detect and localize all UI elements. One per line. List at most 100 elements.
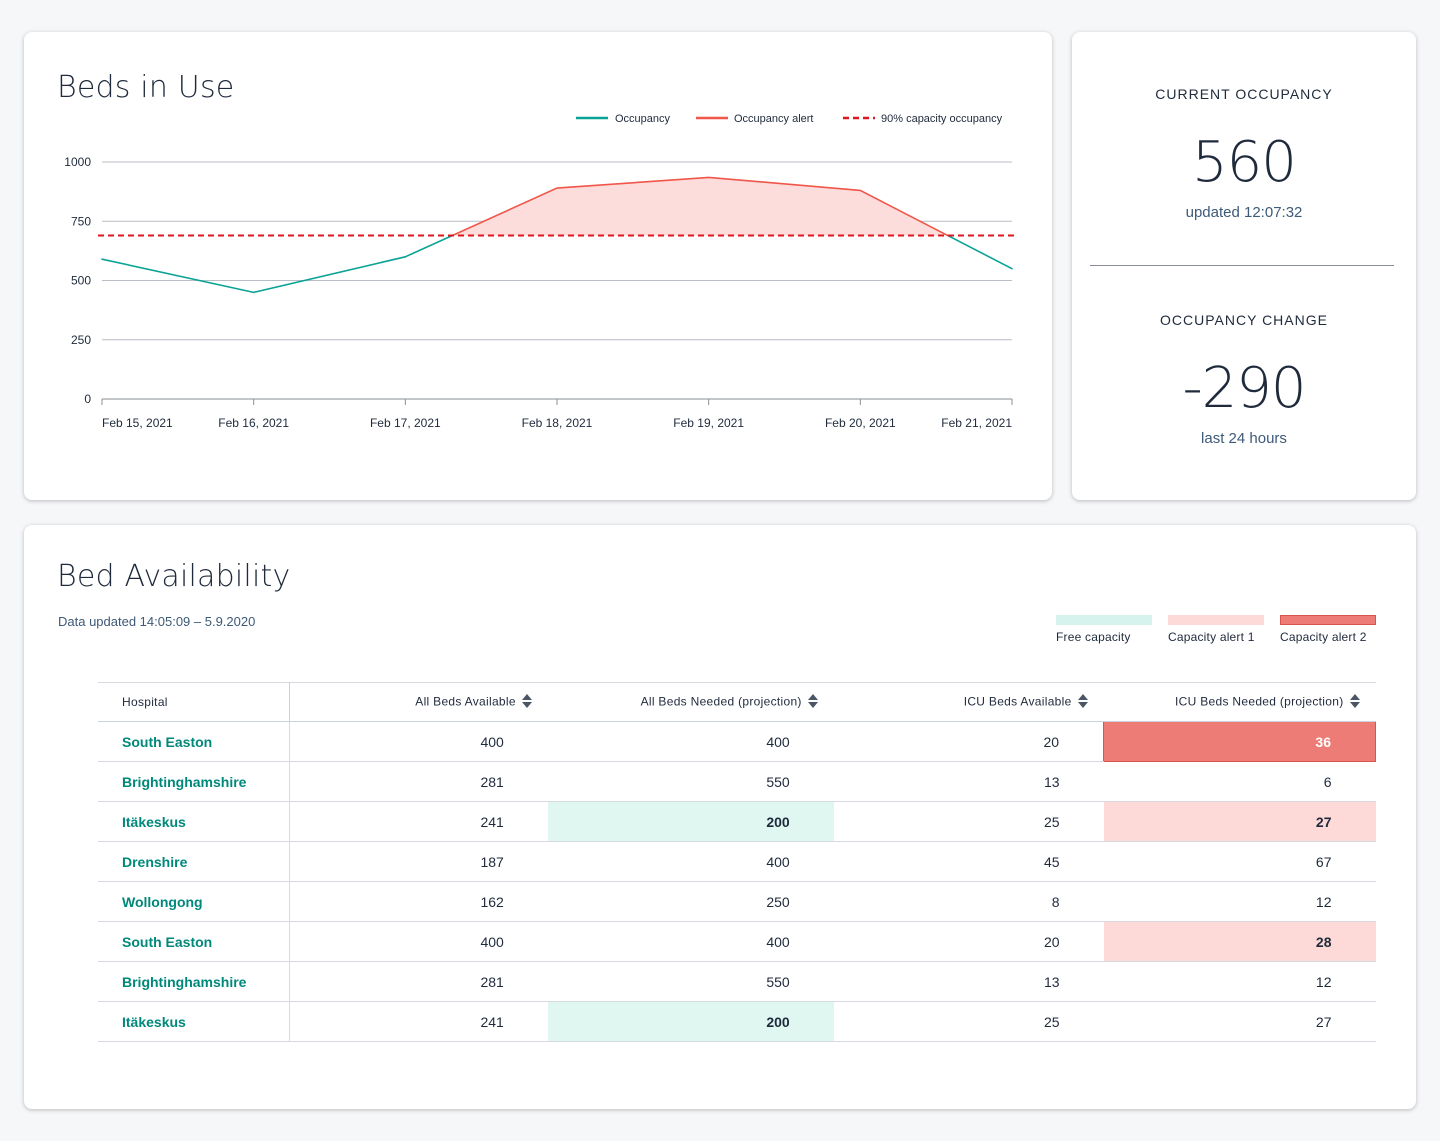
table-row: Itäkeskus 241 200 25 27: [98, 801, 1376, 842]
hospital-link[interactable]: Brightinghamshire: [98, 761, 291, 802]
sort-icon[interactable]: [807, 693, 818, 711]
current-occupancy-value: 560: [1192, 130, 1297, 195]
table-row: South Easton 400 400 20 28: [98, 921, 1376, 962]
legend-capacity-label: 90% capacity occupancy: [881, 113, 1003, 125]
legend-capacity-alert-2: Capacity alert 2: [1280, 615, 1376, 644]
column-header-all-beds-needed[interactable]: All Beds Needed (projection): [547, 682, 834, 722]
icu-beds-available-cell: 13: [833, 961, 1104, 1002]
x-tick-label: Feb 18, 2021: [522, 416, 593, 430]
icu-beds-available-cell: 25: [833, 801, 1104, 842]
legend-occupancy-label: Occupancy: [615, 113, 671, 125]
bed-availability-table: Hospital All Beds Available All Beds Nee…: [98, 682, 1376, 1042]
hospital-link[interactable]: Wollongong: [98, 881, 291, 922]
legend-capacity-alert-1: Capacity alert 1: [1168, 615, 1264, 644]
all-beds-available-cell: 241: [289, 801, 548, 842]
hospital-link[interactable]: South Easton: [98, 921, 291, 962]
x-tick-label: Feb 15, 2021: [102, 416, 173, 430]
legend-occupancy-alert-label: Occupancy alert: [734, 113, 813, 125]
column-header-icu-beds-needed[interactable]: ICU Beds Needed (projection): [1103, 682, 1376, 722]
capacity-alert-1-label: Capacity alert 1: [1168, 630, 1255, 644]
capacity-alert-1-swatch: [1168, 615, 1264, 625]
data-updated-text: Data updated 14:05:09 – 5.9.2020: [58, 614, 256, 629]
y-tick-label: 500: [71, 274, 91, 288]
icu-beds-available-cell: 13: [833, 761, 1104, 802]
bed-availability-card: Bed Availability Data updated 14:05:09 –…: [24, 525, 1416, 1109]
column-header-label: ICU Beds Available: [963, 694, 1072, 709]
sort-icon[interactable]: [1349, 693, 1360, 711]
hospital-link[interactable]: South Easton: [98, 721, 291, 762]
sort-icon[interactable]: [1077, 693, 1088, 711]
all-beds-needed-cell: 250: [547, 881, 834, 922]
occupancy-alert-line: [452, 176, 949, 237]
table-row: Wollongong 162 250 8 12: [98, 881, 1376, 922]
hospital-link[interactable]: Itäkeskus: [98, 801, 291, 842]
all-beds-needed-cell: 550: [547, 761, 834, 802]
column-header-label: Hospital: [122, 695, 168, 709]
x-tick-label: Feb 19, 2021: [673, 416, 744, 430]
hospital-link[interactable]: Itäkeskus: [98, 1001, 291, 1042]
all-beds-available-cell: 241: [289, 1001, 548, 1042]
beds-in-use-title: Beds in Use: [57, 70, 235, 105]
all-beds-needed-cell: 400: [547, 841, 834, 882]
all-beds-available-cell: 162: [289, 881, 548, 922]
table-row: Drenshire 187 400 45 67: [98, 841, 1376, 882]
hospital-link[interactable]: Drenshire: [98, 841, 291, 882]
current-occupancy-updated: updated 12:07:32: [1185, 204, 1303, 221]
all-beds-needed-cell: 200: [547, 1001, 834, 1042]
free-capacity-label: Free capacity: [1056, 630, 1131, 644]
occupancy-change-period: last 24 hours: [1201, 430, 1287, 447]
icu-beds-needed-cell: 28: [1103, 921, 1376, 962]
occupancy-card: CURRENT OCCUPANCY 560 updated 12:07:32 O…: [1072, 32, 1416, 500]
capacity-alert-2-label: Capacity alert 2: [1280, 630, 1367, 644]
y-tick-label: 0: [84, 392, 91, 406]
column-header-icu-beds-available[interactable]: ICU Beds Available: [833, 682, 1104, 722]
y-tick-label: 1000: [64, 155, 91, 169]
icu-beds-needed-cell: 36: [1103, 721, 1376, 762]
x-tick-label: Feb 17, 2021: [370, 416, 441, 430]
occupancy-change-value: -290: [1182, 356, 1306, 421]
beds-in-use-chart: 0 250 500 750 1000 Feb 15, 2021 Feb 16, 2021 Fe…: [64, 113, 1018, 430]
table-row: Brightinghamshire 281 550 13 6: [98, 761, 1376, 802]
table-header-row: Hospital All Beds Available All Beds Nee…: [98, 682, 1376, 722]
occupancy-line-segment: [946, 234, 1013, 270]
column-header-all-beds-available[interactable]: All Beds Available: [289, 682, 548, 722]
icu-beds-needed-cell: 12: [1103, 961, 1376, 1002]
icu-beds-available-cell: 8: [833, 881, 1104, 922]
current-occupancy-label: CURRENT OCCUPANCY: [1155, 86, 1333, 102]
table-row: Brightinghamshire 281 550 13 12: [98, 961, 1376, 1002]
column-header-label: All Beds Available: [415, 694, 516, 709]
all-beds-available-cell: 281: [289, 761, 548, 802]
icu-beds-available-cell: 20: [833, 721, 1104, 762]
table-row: South Easton 400 400 20 36: [98, 721, 1376, 762]
x-tick-label: Feb 16, 2021: [218, 416, 289, 430]
occupancy-alert-area: [452, 177, 948, 236]
all-beds-needed-cell: 550: [547, 961, 834, 1002]
all-beds-available-cell: 281: [289, 961, 548, 1002]
icu-beds-needed-cell: 67: [1103, 841, 1376, 882]
hospital-link[interactable]: Brightinghamshire: [98, 961, 291, 1002]
all-beds-available-cell: 187: [289, 841, 548, 882]
icu-beds-available-cell: 20: [833, 921, 1104, 962]
icu-beds-needed-cell: 6: [1103, 761, 1376, 802]
column-header-hospital[interactable]: Hospital: [98, 682, 291, 722]
legend-free-capacity: Free capacity: [1056, 615, 1152, 644]
column-header-label: All Beds Needed (projection): [640, 694, 802, 709]
x-tick-label: Feb 20, 2021: [825, 416, 896, 430]
beds-in-use-card: Beds in Use 0 250 500 750 1000 Feb 15, 2021 Fe…: [24, 32, 1052, 500]
sort-icon[interactable]: [521, 693, 532, 711]
occupancy-line-segment: [252, 256, 407, 294]
free-capacity-swatch: [1056, 615, 1152, 625]
icu-beds-needed-cell: 27: [1103, 1001, 1376, 1042]
all-beds-available-cell: 400: [289, 921, 548, 962]
all-beds-needed-cell: 400: [547, 721, 834, 762]
y-tick-label: 750: [71, 214, 91, 228]
occupancy-divider: [1090, 265, 1394, 266]
table-row: Itäkeskus 241 200 25 27: [98, 1001, 1376, 1042]
all-beds-needed-cell: 200: [547, 801, 834, 842]
occupancy-line-segment: [101, 258, 255, 294]
x-tick-label: Feb 21, 2021: [941, 416, 1012, 430]
all-beds-needed-cell: 400: [547, 921, 834, 962]
all-beds-available-cell: 400: [289, 721, 548, 762]
capacity-alert-2-swatch: [1280, 615, 1376, 625]
column-header-label: ICU Beds Needed (projection): [1175, 694, 1344, 709]
